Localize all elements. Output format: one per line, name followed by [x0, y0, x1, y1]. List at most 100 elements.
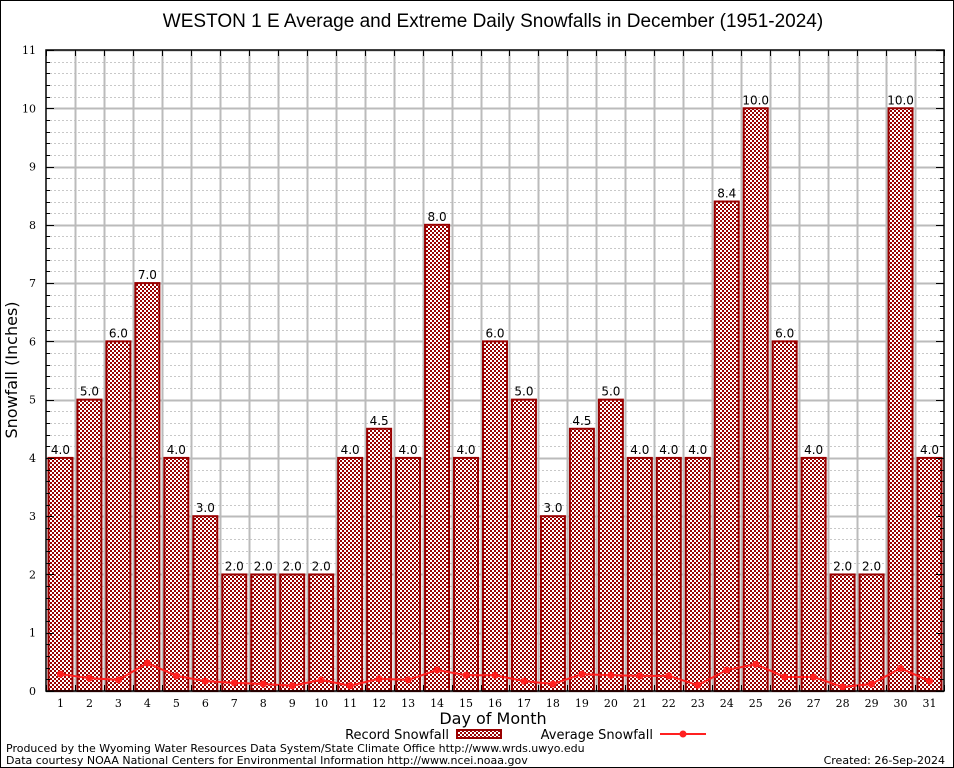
bar-value-label: 6.0	[109, 326, 128, 340]
bar-record-day-15	[453, 456, 480, 692]
x-tick-label: 8	[260, 697, 267, 710]
x-tick-label: 1	[57, 697, 64, 710]
x-tick-label: 10	[314, 697, 328, 710]
bar-record-day-4	[134, 282, 161, 692]
x-tick-label: 25	[749, 697, 763, 710]
bar-value-label: 4.0	[167, 443, 186, 457]
bar-value-label: 5.0	[601, 385, 620, 399]
bar-value-label: 3.0	[196, 501, 215, 515]
average-point-day-28	[839, 683, 847, 691]
average-point-day-17	[520, 677, 528, 685]
bar-value-label: 5.0	[514, 385, 533, 399]
bar-record-day-3	[105, 340, 132, 692]
y-tick-label: 11	[22, 44, 36, 57]
bar-record-day-2	[76, 398, 103, 692]
bar-record-day-22	[655, 456, 682, 692]
x-tick-label: 15	[459, 697, 473, 710]
x-tick-label: 12	[372, 697, 386, 710]
average-point-day-29	[868, 680, 876, 688]
x-tick-label: 11	[343, 697, 357, 710]
y-tick-label: 7	[29, 277, 36, 290]
average-point-day-31	[926, 677, 934, 685]
x-tick-label: 23	[691, 697, 705, 710]
footer-data-courtesy: Data courtesy NOAA National Centers for …	[6, 754, 528, 767]
average-point-day-14	[433, 666, 441, 674]
bar-value-label: 2.0	[254, 559, 273, 573]
bar-value-label: 4.0	[630, 443, 649, 457]
bar-value-label: 4.0	[659, 443, 678, 457]
average-point-day-12	[375, 675, 383, 683]
bar-labels: 4.0 5.0 6.0 7.0 4.0 3.0 2.0 2.0 2.0 2.0 4.0 4.5 4.0 8…	[51, 93, 939, 573]
bar-value-label: 4.5	[572, 414, 591, 428]
x-tick-label: 6	[202, 697, 209, 710]
bar-record-day-10	[308, 573, 335, 692]
average-point-day-27	[810, 673, 818, 681]
average-point-day-21	[636, 672, 644, 680]
bar-value-label: 5.0	[80, 385, 99, 399]
bar-record-day-17	[510, 398, 537, 692]
bar-value-label: 2.0	[312, 559, 331, 573]
x-tick-label: 2	[86, 697, 93, 710]
average-point-day-1	[56, 670, 64, 678]
average-point-day-4	[143, 659, 151, 667]
average-point-day-3	[114, 676, 122, 684]
bar-value-label: 6.0	[485, 326, 504, 340]
average-point-day-25	[752, 660, 760, 668]
x-tick-label: 20	[604, 697, 618, 710]
bar-record-day-11	[337, 456, 364, 692]
bar-record-day-18	[539, 515, 566, 692]
legend-marker-average	[679, 730, 687, 738]
y-tick-labels: 0 1 2 3 4 5 6 7 8 9 10 11	[22, 44, 36, 698]
bars	[47, 107, 943, 693]
x-tick-label: 16	[488, 697, 502, 710]
average-point-day-13	[404, 676, 412, 684]
bar-value-label: 2.0	[225, 559, 244, 573]
chart-title: WESTON 1 E Average and Extreme Daily Sno…	[163, 11, 823, 32]
x-tick-label: 4	[144, 697, 151, 710]
average-point-day-16	[491, 671, 499, 679]
y-tick-label: 8	[29, 219, 36, 232]
y-tick-label: 9	[29, 161, 36, 174]
y-tick-label: 5	[29, 394, 36, 407]
y-tick-label: 1	[29, 627, 36, 640]
bar-record-day-23	[684, 456, 711, 692]
bar-value-label: 8.4	[717, 187, 736, 201]
bar-value-label: 10.0	[742, 93, 769, 107]
bar-value-label: 2.0	[283, 559, 302, 573]
footer-produced-by: Produced by the Wyoming Water Resources …	[6, 742, 585, 755]
x-tick-label: 29	[865, 697, 879, 710]
bar-value-label: 4.0	[920, 443, 939, 457]
bar-value-label: 7.0	[138, 268, 157, 282]
bar-record-day-30	[887, 107, 914, 693]
y-tick-label: 10	[22, 102, 36, 115]
bar-record-day-27	[800, 456, 827, 692]
bar-record-day-9	[279, 573, 306, 692]
bar-record-day-5	[163, 456, 190, 692]
x-tick-label: 27	[807, 697, 821, 710]
x-tick-label: 3	[115, 697, 122, 710]
x-axis-label: Day of Month	[439, 709, 546, 728]
x-tick-label: 18	[546, 697, 560, 710]
y-tick-label: 3	[29, 510, 36, 523]
bar-record-day-14	[424, 223, 451, 692]
x-tick-label: 26	[778, 697, 792, 710]
bar-value-label: 4.0	[399, 443, 418, 457]
bar-value-label: 6.0	[775, 326, 794, 340]
bar-record-day-8	[250, 573, 277, 692]
average-point-day-9	[288, 682, 296, 690]
x-tick-label: 24	[720, 697, 734, 710]
bar-value-label: 4.5	[370, 414, 389, 428]
bar-record-day-28	[829, 573, 856, 692]
y-tick-label: 2	[29, 568, 36, 581]
average-point-day-30	[897, 664, 905, 672]
bar-value-label: 2.0	[862, 559, 881, 573]
x-tick-label: 22	[662, 697, 676, 710]
legend-label-average: Average Snowfall	[541, 728, 653, 743]
axes	[45, 49, 945, 692]
bar-value-label: 3.0	[543, 501, 562, 515]
bar-record-day-6	[192, 515, 219, 692]
bar-value-label: 4.0	[456, 443, 475, 457]
x-tick-label: 31	[923, 697, 937, 710]
bar-record-day-7	[221, 573, 248, 692]
